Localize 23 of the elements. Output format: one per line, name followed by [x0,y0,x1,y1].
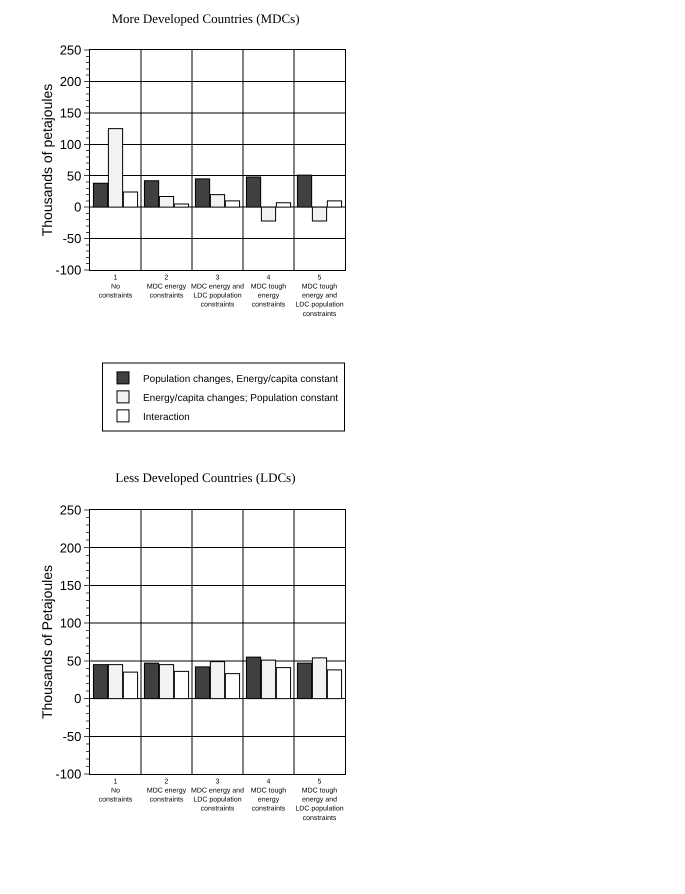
y-tick-label: 200 [60,74,82,89]
chart-title: Less Developed Countries (LDCs) [115,470,296,486]
y-tick-label: 250 [60,502,82,518]
y-tick-label: 50 [66,653,82,668]
y-tick-label: -100 [55,766,82,782]
legend-label: Energy/capita changes; Population constant [143,392,338,404]
y-tick-label: 0 [74,200,82,215]
y-tick-label: 100 [60,136,82,152]
y-tick-label: 200 [60,540,82,556]
y-tick-label: -100 [55,262,82,278]
legend-label: Interaction [143,412,190,423]
y-tick-label: 50 [66,168,82,184]
y-tick-label: 0 [74,691,82,706]
legend-label: Population changes, Energy/capita constant [143,374,338,385]
chart-title: More Developed Countries (MDCs) [111,10,300,26]
y-tick-label: 250 [60,42,82,58]
y-tick-label: 150 [60,578,82,593]
y-tick-label: -50 [62,231,82,246]
y-tick-label: -50 [62,728,82,744]
y-axis-title: Thousands of Petajoules [39,564,55,720]
y-tick-label: 100 [60,616,82,631]
y-tick-label: 150 [60,105,82,120]
y-axis-title: Thousands of petajoules [39,84,55,236]
